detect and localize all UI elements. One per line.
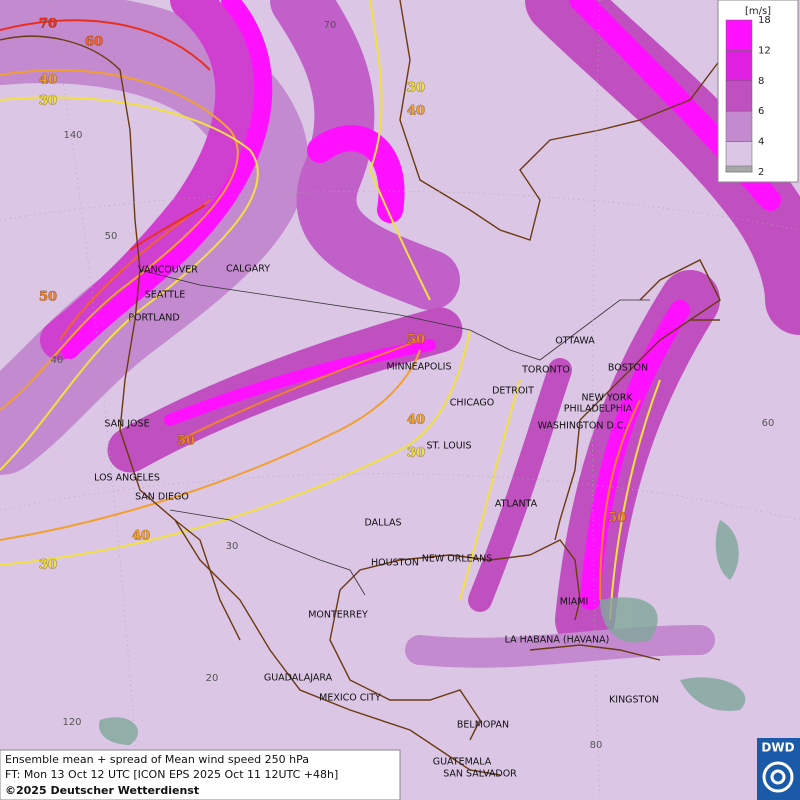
- legend-label: 2: [758, 167, 764, 178]
- city-label: NEW ORLEANS: [422, 554, 493, 565]
- graticule-label: 60: [762, 418, 775, 429]
- graticule-label: 40: [51, 355, 64, 366]
- city-label: SEATTLE: [145, 290, 186, 301]
- contour-label: 30: [39, 94, 57, 109]
- city-label: PORTLAND: [128, 313, 179, 324]
- legend-swatch: [725, 80, 753, 112]
- contour-label: 50: [177, 434, 195, 449]
- logo-icon: [762, 761, 794, 793]
- legend-label: 4: [758, 137, 764, 148]
- terrain: [99, 520, 746, 745]
- logo-text: DWD: [761, 741, 794, 755]
- logo: DWD: [757, 738, 800, 800]
- city-label: ST. LOUIS: [427, 441, 472, 452]
- city-label: SAN JOSE: [104, 419, 149, 430]
- city-label: CHICAGO: [450, 398, 494, 409]
- graticule-label: 120: [62, 717, 81, 728]
- city-label: KINGSTON: [609, 695, 659, 706]
- isotachs: [0, 0, 661, 621]
- legend-label: 12: [758, 45, 771, 56]
- graticule-label: 140: [63, 130, 82, 141]
- city-label: MINNEAPOLIS: [386, 362, 451, 373]
- legend-unit: [m/s]: [745, 6, 771, 17]
- contour-label: 30: [39, 558, 57, 573]
- city-label: BELMOPAN: [457, 720, 509, 731]
- contour-label: 30: [407, 446, 425, 461]
- legend-label: 18: [758, 15, 771, 26]
- city-label: BOSTON: [608, 363, 648, 374]
- city-label: TORONTO: [521, 365, 570, 376]
- legend-label: 6: [758, 106, 764, 117]
- legend-swatch: [725, 110, 753, 142]
- contour-label: 70: [39, 17, 57, 32]
- footer: Ensemble mean + spread of Mean wind spee…: [0, 749, 401, 800]
- legend: [m/s] 18 12 8 6 4 2: [717, 0, 799, 183]
- contour-label: 50: [39, 290, 57, 305]
- contour-label: 40: [407, 413, 425, 428]
- legend-label: 8: [758, 76, 764, 87]
- city-label: MIAMI: [560, 597, 589, 608]
- coastlines: [0, 0, 721, 776]
- city-label: OTTAWA: [555, 336, 595, 347]
- city-label: LA HABANA (HAVANA): [505, 635, 610, 646]
- city-label: CALGARY: [226, 264, 270, 275]
- graticule-label: 70: [324, 20, 337, 31]
- contour-label: 60: [85, 35, 103, 50]
- legend-scale: 18 12 8 6 4 2: [725, 15, 771, 178]
- city-label: MONTERREY: [308, 610, 368, 621]
- legend-swatch: [725, 50, 753, 82]
- labels: VANCOUVER CALGARY SEATTLE PORTLAND MINNEAPOL…: [39, 16, 775, 780]
- city-label: WASHINGTON D.C.: [538, 421, 627, 432]
- graticule-label: 80: [590, 740, 603, 751]
- footer-line: FT: Mon 13 Oct 12 UTC [ICON EPS 2025 Oct…: [5, 768, 338, 781]
- city-label: NEW YORK: [581, 393, 633, 404]
- city-label: DETROIT: [492, 386, 534, 397]
- city-label: ATLANTA: [495, 499, 538, 510]
- footer-line: Ensemble mean + spread of Mean wind spee…: [5, 753, 309, 766]
- city-label: SAN SALVADOR: [443, 769, 517, 780]
- contour-label: 30: [407, 81, 425, 96]
- legend-swatch: [725, 19, 753, 51]
- city-label: GUADALAJARA: [264, 673, 333, 684]
- graticule-label: 50: [105, 231, 118, 242]
- contour-label: 50: [407, 333, 425, 348]
- legend-swatch: [725, 165, 753, 173]
- footer-box: [0, 749, 401, 800]
- graticule-label: 20: [206, 673, 219, 684]
- city-label: MEXICO CITY: [319, 693, 381, 704]
- city-label: GUATEMALA: [433, 757, 492, 768]
- footer-line: ©2025 Deutscher Wetterdienst: [5, 784, 199, 797]
- logo-icon: [770, 769, 786, 785]
- contour-label: 50: [608, 511, 626, 526]
- city-label: PHILADELPHIA: [564, 404, 633, 415]
- contour-label: 40: [132, 529, 150, 544]
- borders: [139, 269, 650, 596]
- graticule-label: 30: [226, 541, 239, 552]
- city-label: SAN DIEGO: [135, 492, 189, 503]
- city-label: DALLAS: [365, 518, 402, 529]
- city-label: VANCOUVER: [138, 265, 198, 276]
- contour-label: 40: [39, 73, 57, 88]
- city-label: HOUSTON: [371, 558, 419, 569]
- city-label: LOS ANGELES: [94, 473, 160, 484]
- contour-label: 40: [407, 104, 425, 119]
